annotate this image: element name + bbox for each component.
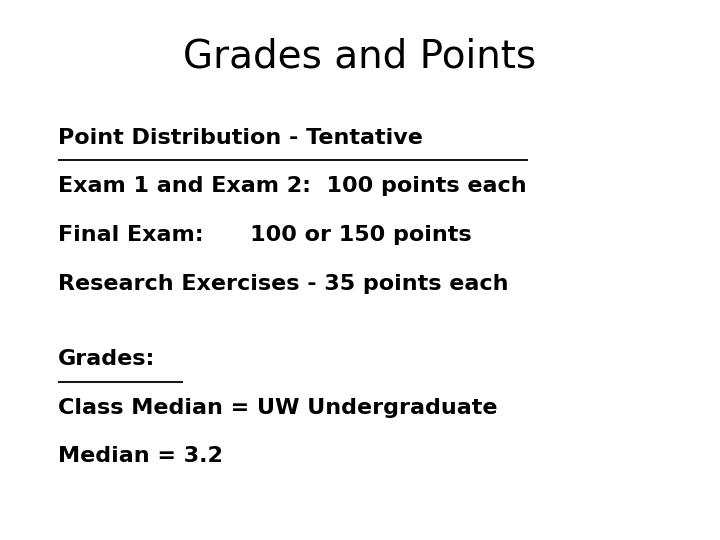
- Text: Final Exam:      100 or 150 points: Final Exam: 100 or 150 points: [58, 225, 471, 245]
- Text: Grades:: Grades:: [58, 349, 155, 369]
- Text: Median = 3.2: Median = 3.2: [58, 446, 222, 467]
- Text: Research Exercises - 35 points each: Research Exercises - 35 points each: [58, 273, 508, 294]
- Text: Exam 1 and Exam 2:  100 points each: Exam 1 and Exam 2: 100 points each: [58, 176, 526, 197]
- Text: Class Median = UW Undergraduate: Class Median = UW Undergraduate: [58, 397, 497, 418]
- Text: Grades and Points: Grades and Points: [184, 38, 536, 76]
- Text: Point Distribution - Tentative: Point Distribution - Tentative: [58, 127, 423, 148]
